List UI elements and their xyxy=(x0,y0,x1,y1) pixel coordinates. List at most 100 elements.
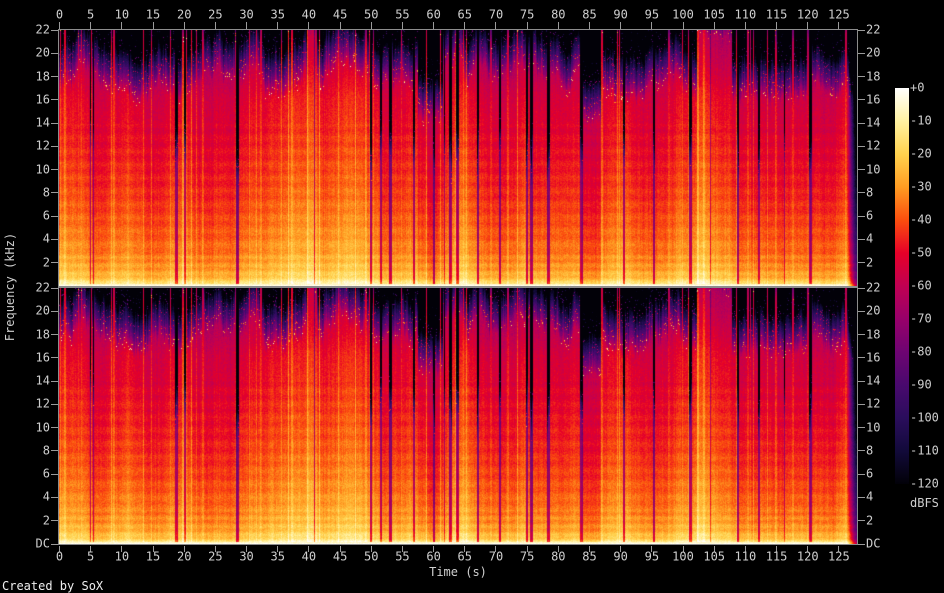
x-axis-tick-label: 60 xyxy=(426,549,441,564)
y-axis-tick xyxy=(51,122,58,124)
y-axis-tick-label: 22 xyxy=(866,280,881,295)
y-axis-tick xyxy=(51,52,58,54)
x-axis-tick xyxy=(776,22,778,29)
y-axis-tick xyxy=(51,310,58,312)
x-axis-tick-label: 30 xyxy=(239,549,254,564)
y-axis-tick xyxy=(51,76,58,78)
y-axis-tick-label: 22 xyxy=(866,22,881,37)
y-axis-tick-label: 18 xyxy=(35,327,50,342)
x-axis-title: Time (s) xyxy=(429,565,487,579)
x-axis-tick-label: 95 xyxy=(644,7,660,22)
x-axis-tick-label: 50 xyxy=(364,7,379,22)
y-axis-tick-label: 12 xyxy=(35,138,50,153)
y-axis-dc-label: DC xyxy=(35,536,50,551)
y-axis-tick-label: 20 xyxy=(866,303,881,318)
y-axis-tick xyxy=(51,450,58,452)
x-axis-tick xyxy=(557,546,559,552)
y-axis-tick-label: 6 xyxy=(42,208,50,223)
y-axis-tick-label: 16 xyxy=(866,350,881,365)
x-axis-tick-label: 15 xyxy=(145,7,161,22)
y-axis-title: Frequency (kHz) xyxy=(3,232,17,342)
x-axis-tick-label: 75 xyxy=(519,7,535,22)
x-axis-tick-label: 10 xyxy=(114,7,130,22)
colorbar-tick-label: -30 xyxy=(910,179,932,194)
x-axis-tick xyxy=(682,22,684,29)
y-axis-tick xyxy=(858,29,865,31)
x-axis-tick-label: 105 xyxy=(703,549,726,564)
x-axis-tick xyxy=(433,22,435,29)
x-axis-tick-label: 110 xyxy=(734,7,757,22)
x-axis-tick-label: 80 xyxy=(551,549,566,564)
y-axis-tick xyxy=(51,403,58,405)
y-axis-tick-label: 4 xyxy=(42,231,50,246)
x-axis-tick xyxy=(59,22,60,29)
y-axis-tick-label: 14 xyxy=(35,115,50,130)
x-axis-tick xyxy=(776,546,778,552)
x-axis-tick-label: 95 xyxy=(644,549,660,564)
y-axis-tick-label: 18 xyxy=(866,327,881,342)
y-axis-tick-label: 22 xyxy=(35,22,50,37)
x-axis-tick xyxy=(121,546,123,552)
x-axis-tick xyxy=(183,22,185,29)
colorbar-tick-label: -10 xyxy=(910,113,932,128)
x-axis-tick xyxy=(401,546,403,552)
x-axis-tick-label: 85 xyxy=(582,549,597,564)
y-axis-tick-label: 4 xyxy=(42,489,50,504)
y-axis-tick xyxy=(858,145,865,147)
y-axis-tick-label: 4 xyxy=(866,231,874,246)
x-axis-tick xyxy=(838,546,840,552)
y-axis-tick xyxy=(858,262,865,264)
x-axis-tick-label: 0 xyxy=(55,7,64,22)
y-axis-tick-label: 22 xyxy=(35,280,50,295)
x-axis-tick xyxy=(308,546,310,552)
x-axis-tick-label: 100 xyxy=(672,549,694,564)
y-axis-tick xyxy=(858,99,865,101)
x-axis-tick-label: 105 xyxy=(703,7,726,22)
y-axis-tick xyxy=(51,287,58,289)
x-axis-tick-label: 120 xyxy=(796,549,819,564)
y-axis-tick-label: 4 xyxy=(866,489,874,504)
x-axis-tick-label: 65 xyxy=(457,549,473,564)
x-axis-tick xyxy=(620,22,622,29)
y-axis-tick-label: 2 xyxy=(866,513,874,528)
y-axis-dc-label: DC xyxy=(866,536,881,551)
x-axis-tick xyxy=(651,546,653,552)
y-axis-tick xyxy=(51,380,58,382)
y-axis-tick-label: 6 xyxy=(42,466,50,481)
x-axis-tick-label: 65 xyxy=(457,7,473,22)
x-axis-tick-label: 20 xyxy=(176,7,192,22)
x-axis-tick xyxy=(464,22,466,29)
x-axis-tick xyxy=(495,22,497,29)
x-axis-tick xyxy=(620,546,622,552)
colorbar-tick-label: -100 xyxy=(910,410,939,425)
x-axis-tick-label: 85 xyxy=(582,7,597,22)
y-axis-tick xyxy=(51,145,58,147)
x-axis-tick xyxy=(526,546,528,552)
x-axis-tick-label: 70 xyxy=(488,7,504,22)
x-axis-tick xyxy=(90,22,92,29)
y-axis-tick xyxy=(858,450,865,452)
x-axis-tick-label: 60 xyxy=(426,7,441,22)
y-axis-tick xyxy=(51,99,58,101)
x-axis-tick xyxy=(59,546,60,552)
x-axis-tick xyxy=(214,22,216,29)
x-axis-tick-label: 55 xyxy=(395,549,410,564)
x-axis-tick xyxy=(214,546,216,552)
y-axis-tick xyxy=(858,334,865,336)
colorbar-tick-label: -20 xyxy=(910,146,932,161)
x-axis-tick xyxy=(713,546,715,552)
y-axis-tick xyxy=(51,334,58,336)
y-axis-tick-label: 16 xyxy=(35,350,50,365)
y-axis-tick xyxy=(51,215,58,217)
y-axis-tick-label: 20 xyxy=(35,45,50,60)
x-axis-tick xyxy=(370,22,372,29)
y-axis-tick-label: 6 xyxy=(866,466,874,481)
y-axis-tick-label: 16 xyxy=(866,92,881,107)
y-axis-tick-label: 12 xyxy=(866,396,881,411)
y-axis-tick xyxy=(858,287,865,289)
x-axis-tick-label: 70 xyxy=(488,549,504,564)
y-axis-tick xyxy=(51,238,58,240)
x-axis-tick-label: 40 xyxy=(301,549,317,564)
x-axis-tick-label: 40 xyxy=(301,7,317,22)
